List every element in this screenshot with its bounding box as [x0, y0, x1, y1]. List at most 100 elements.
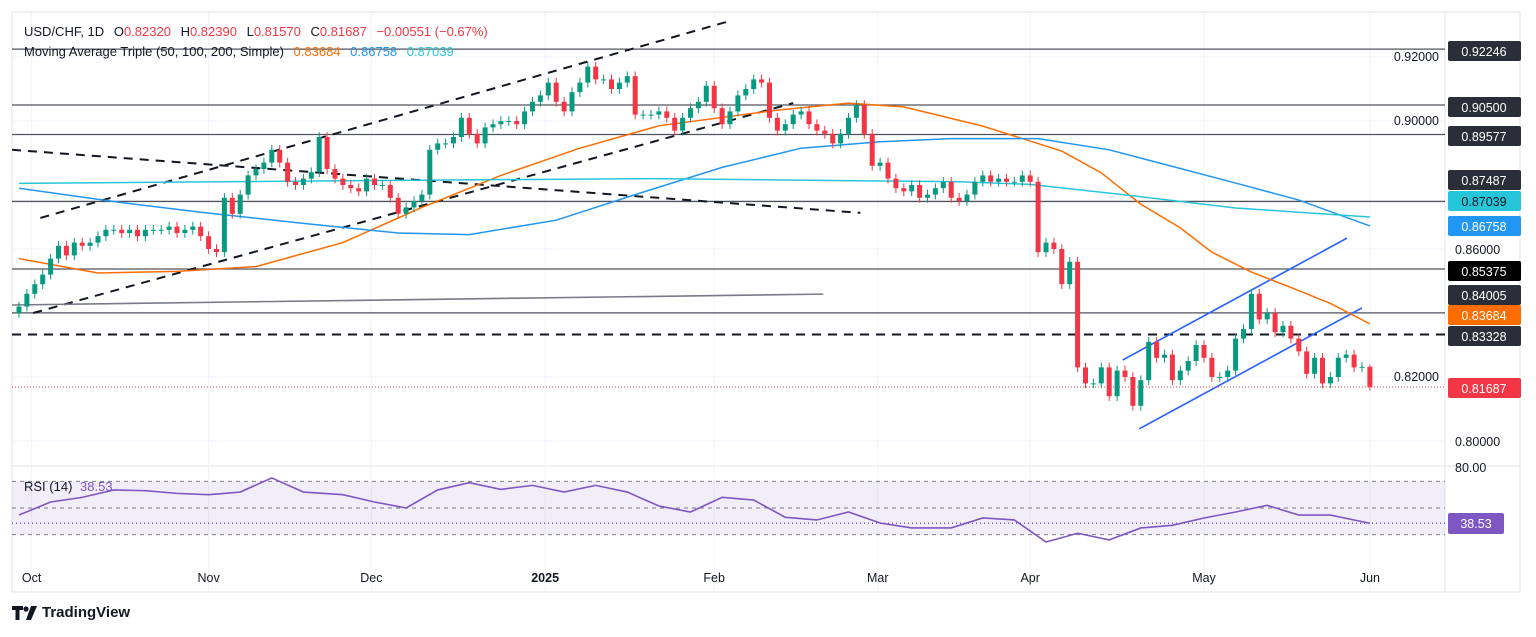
candle-body	[530, 101, 535, 112]
price-label: 0.83684	[1448, 305, 1521, 325]
candle	[24, 289, 30, 312]
candle-body	[743, 89, 749, 96]
trend-line	[1122, 237, 1348, 361]
rsi-title: RSI (14)	[24, 479, 72, 494]
candle-body	[664, 111, 670, 118]
candle-body	[672, 117, 678, 131]
candle-body	[1256, 293, 1262, 320]
candle-body	[111, 229, 117, 231]
rsi-legend-value: 38.53	[80, 479, 113, 494]
candle-body	[593, 66, 599, 80]
candle-body	[940, 181, 946, 189]
candle-body	[1138, 380, 1144, 406]
candle-body	[466, 117, 472, 134]
candle	[150, 225, 156, 235]
candle	[411, 196, 417, 213]
candle-body	[767, 82, 772, 118]
candle-body	[387, 185, 393, 198]
candle-body	[253, 169, 259, 176]
candle-body	[427, 149, 433, 195]
price-label-box	[1448, 305, 1521, 325]
candle-body	[624, 76, 630, 83]
time-tick-label: Nov	[197, 571, 220, 585]
candle-body	[174, 226, 180, 233]
candle	[1264, 308, 1270, 325]
candle	[561, 97, 567, 117]
candle	[1138, 375, 1144, 411]
candle-body	[1154, 341, 1160, 358]
rsi-value-label: 38.53	[1448, 513, 1504, 534]
candle-body	[300, 178, 306, 185]
candle	[1343, 349, 1349, 363]
candle-body	[964, 194, 970, 201]
price-label: 0.89577	[1448, 126, 1521, 146]
price-tick-label: 0.90000	[1394, 114, 1439, 128]
symbol-label: USD/CHF, 1D	[24, 24, 104, 39]
candle-body	[56, 245, 61, 259]
candle	[1201, 340, 1207, 363]
candle-body	[522, 111, 528, 125]
candle-body	[221, 197, 227, 253]
moving-averages	[18, 102, 1371, 325]
candle-body	[996, 178, 1002, 182]
candle-body	[1177, 370, 1183, 381]
candle	[1335, 353, 1341, 382]
candle	[103, 225, 109, 241]
price-label-box	[1448, 261, 1521, 281]
candle	[269, 145, 275, 168]
candle	[340, 173, 346, 190]
candle	[1351, 349, 1357, 373]
candle-body	[609, 79, 614, 89]
time-tick-label: Dec	[360, 571, 382, 585]
candle	[1209, 353, 1215, 382]
candle	[640, 109, 646, 120]
candle-body	[869, 133, 875, 166]
candle-body	[798, 111, 804, 115]
candle-body	[1114, 370, 1120, 397]
candle	[1083, 362, 1088, 389]
candle	[48, 253, 54, 280]
price-label-box	[1448, 126, 1521, 146]
candle	[40, 269, 46, 289]
candle-body	[909, 185, 915, 192]
candle	[379, 180, 385, 190]
candle-body	[838, 133, 844, 144]
candle	[1304, 346, 1310, 379]
candle-body	[490, 124, 496, 128]
candle-body	[1059, 249, 1065, 285]
candle-body	[1019, 175, 1025, 182]
svg-text:RSI (14) 38.53: RSI (14) 38.53	[24, 479, 113, 494]
candle	[1154, 337, 1160, 363]
candle	[237, 189, 243, 219]
candle-body	[356, 188, 362, 192]
price-label: 0.87039	[1448, 191, 1521, 211]
candle	[790, 109, 796, 129]
candle-body	[1146, 341, 1152, 381]
candle-body	[261, 162, 267, 169]
candle	[996, 173, 1002, 187]
candle	[672, 113, 678, 136]
candle-body	[24, 293, 30, 307]
candle	[285, 157, 291, 187]
candle-body	[190, 226, 196, 230]
candle	[774, 113, 780, 136]
candle	[229, 193, 235, 219]
candle-body	[1201, 345, 1207, 358]
candle	[664, 106, 670, 123]
candle	[87, 237, 93, 251]
candle	[1067, 257, 1073, 289]
candle	[403, 202, 409, 219]
tradingview-logo[interactable]: TradingView	[12, 604, 130, 621]
candle-body	[695, 101, 701, 109]
candle-body	[458, 117, 464, 137]
open-value: 0.82320	[124, 24, 171, 39]
candle-body	[214, 249, 219, 253]
candle-body	[1051, 242, 1057, 249]
candle	[719, 103, 725, 129]
candle	[1043, 237, 1049, 257]
time-tick-label: May	[1192, 571, 1216, 585]
candle	[767, 77, 772, 123]
candle	[498, 116, 504, 129]
candle	[490, 119, 496, 133]
